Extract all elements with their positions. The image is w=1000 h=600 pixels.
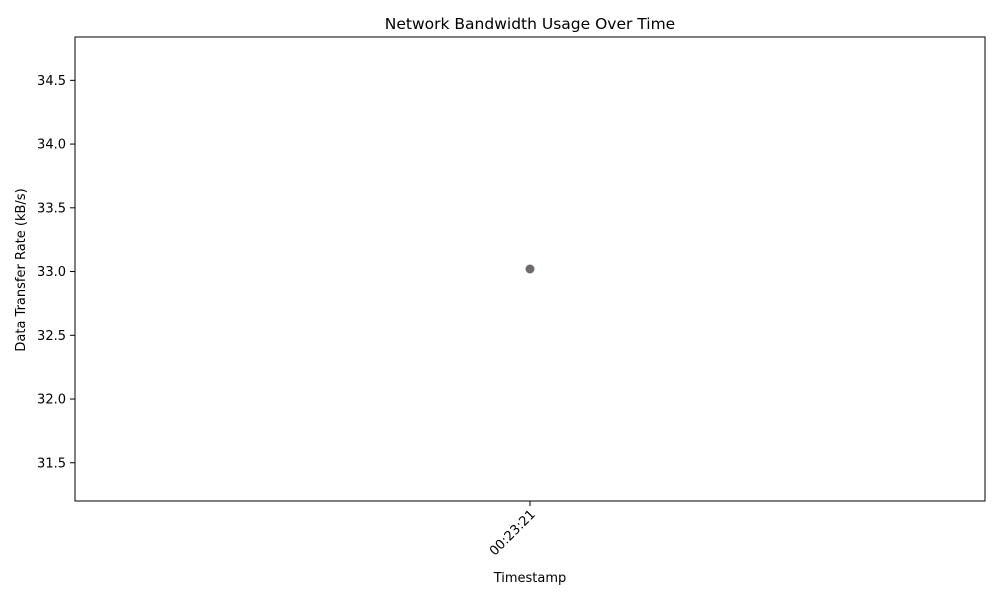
x-axis: 00:23:21 xyxy=(487,501,539,559)
y-axis: 31.5 32.0 32.5 33.0 33.5 34.0 34.5 xyxy=(37,74,75,471)
data-points xyxy=(525,264,535,274)
y-tick-label: 31.5 xyxy=(37,456,66,471)
x-tick-label: 00:23:21 xyxy=(487,507,539,559)
y-tick-label: 34.5 xyxy=(37,74,66,89)
y-tick-label: 33.0 xyxy=(37,265,66,280)
y-tick-label: 32.0 xyxy=(37,393,66,408)
y-tick-label: 32.5 xyxy=(37,329,66,344)
y-axis-label: Data Transfer Rate (kB/s) xyxy=(14,188,29,351)
y-tick-label: 33.5 xyxy=(37,201,66,216)
chart-title: Network Bandwidth Usage Over Time xyxy=(385,15,675,33)
x-axis-label: Timestamp xyxy=(493,571,567,586)
data-point xyxy=(525,264,535,274)
y-tick-label: 34.0 xyxy=(37,138,66,153)
